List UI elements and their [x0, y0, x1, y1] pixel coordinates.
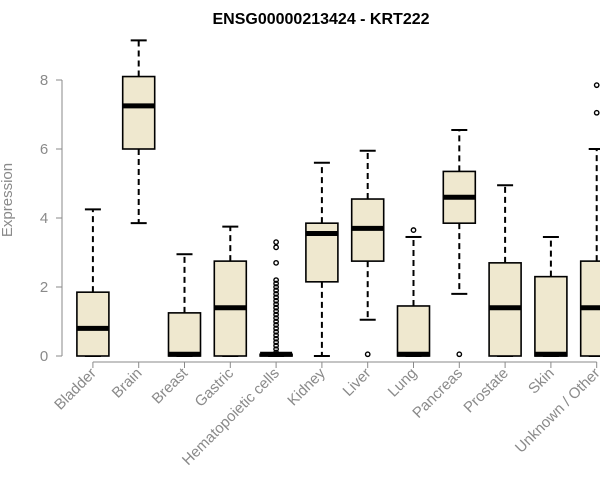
outlier-hematopoietic-cells-24	[273, 239, 279, 246]
box-skin	[534, 235, 568, 357]
box-prostate	[488, 184, 522, 357]
y-tick-label-0: 0	[40, 348, 48, 365]
box-pancreas	[442, 129, 477, 358]
outlier-hematopoietic-cells-6	[273, 328, 279, 335]
outlier-hematopoietic-cells-14	[273, 301, 279, 308]
box-lung	[396, 227, 431, 357]
box-hematopoietic-cells	[259, 239, 293, 357]
y-tick-label-2: 2	[40, 279, 48, 296]
x-tick-label-prostate: Prostate	[460, 365, 512, 417]
outlier-hematopoietic-cells-9	[273, 318, 279, 325]
iqr-box-breast	[167, 312, 202, 357]
iqr-box-bladder	[76, 291, 110, 357]
y-tick-label-4: 4	[40, 210, 48, 227]
outlier-hematopoietic-cells-10	[273, 315, 279, 321]
x-tick-label-bladder: Bladder	[51, 365, 100, 414]
x-tick-label-liver: Liver	[340, 365, 375, 400]
outlier-pancreas-0	[456, 351, 463, 358]
outlier-unknown-other-1	[593, 82, 600, 89]
x-tick-label-breast: Breast	[149, 364, 192, 407]
outlier-hematopoietic-cells-1	[273, 346, 279, 352]
outlier-hematopoietic-cells-22	[273, 259, 279, 266]
box-bladder	[76, 208, 110, 357]
outlier-hematopoietic-cells-11	[273, 311, 279, 318]
iqr-box-brain	[121, 75, 156, 150]
outlier-hematopoietic-cells-17	[273, 290, 279, 297]
x-tick-label-skin: Skin	[525, 365, 558, 398]
outlier-hematopoietic-cells-5	[273, 332, 279, 339]
outlier-hematopoietic-cells-8	[273, 322, 279, 328]
x-tick-label-gastric: Gastric	[192, 364, 238, 410]
outlier-hematopoietic-cells-20	[273, 280, 279, 287]
outlier-hematopoietic-cells-19	[273, 284, 279, 290]
x-tick-label-brain: Brain	[109, 365, 146, 402]
box-unknown-other	[579, 82, 600, 357]
box-breast	[167, 253, 202, 357]
outlier-lung-0	[410, 227, 417, 233]
box-series	[76, 39, 600, 358]
x-tick-label-kidney: Kidney	[284, 364, 329, 409]
outlier-hematopoietic-cells-2	[273, 342, 279, 349]
outlier-hematopoietic-cells-7	[273, 325, 279, 332]
outlier-hematopoietic-cells-18	[273, 287, 279, 294]
box-liver	[350, 149, 385, 358]
box-gastric	[213, 225, 248, 357]
x-tick-label-lung: Lung	[385, 365, 421, 401]
outlier-hematopoietic-cells-12	[273, 308, 279, 315]
outlier-hematopoietic-cells-16	[273, 294, 279, 301]
y-tick-label-8: 8	[40, 72, 48, 89]
outlier-hematopoietic-cells-21	[273, 277, 279, 283]
iqr-box-skin	[534, 275, 568, 357]
outlier-hematopoietic-cells-3	[273, 339, 279, 346]
y-axis: 0 2 4 6 8	[40, 72, 63, 365]
outlier-hematopoietic-cells-13	[273, 304, 279, 311]
outlier-hematopoietic-cells-0	[273, 349, 279, 356]
y-axis-label: Expression	[0, 163, 16, 237]
outlier-hematopoietic-cells-23	[273, 244, 279, 251]
box-kidney	[305, 161, 339, 357]
outlier-hematopoietic-cells-15	[273, 297, 279, 304]
chart-title: ENSG00000213424 - KRT222	[212, 11, 429, 28]
iqr-box-lung	[396, 305, 431, 357]
outlier-unknown-other-0	[593, 109, 600, 116]
box-brain	[121, 39, 156, 225]
outlier-liver-0	[364, 351, 371, 358]
y-tick-label-6: 6	[40, 141, 48, 158]
outlier-hematopoietic-cells-4	[273, 335, 279, 342]
x-tick-label-pancreas: Pancreas	[409, 365, 466, 422]
